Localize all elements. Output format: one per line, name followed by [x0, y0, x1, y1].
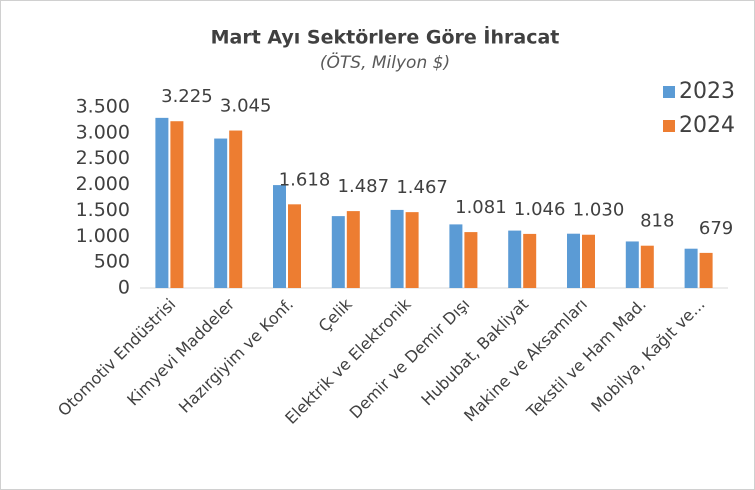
data-label: 1.081: [455, 197, 507, 218]
bar: [699, 252, 713, 288]
bar: [229, 130, 243, 288]
legend-swatch: [663, 86, 675, 98]
bar: [405, 212, 419, 288]
bar: [288, 204, 301, 288]
y-tick-label: 0: [118, 277, 130, 299]
y-tick-label: 2.500: [76, 147, 130, 169]
bar: [390, 209, 404, 288]
bar: [464, 232, 478, 288]
chart-title: Mart Ayı Sektörlere Göre İhracat: [211, 25, 560, 49]
bar: [449, 224, 463, 288]
data-label: 818: [640, 211, 674, 232]
bar: [214, 138, 228, 288]
data-label: 3.045: [220, 96, 272, 117]
data-label: 3.225: [161, 86, 213, 107]
bar: [523, 233, 537, 288]
bar: [170, 121, 184, 288]
y-tick-label: 3.500: [76, 96, 130, 118]
data-label: 1.030: [573, 200, 625, 221]
bar: [508, 230, 522, 288]
data-label: 1.618: [279, 169, 331, 190]
bar: [582, 234, 595, 288]
bar: [155, 117, 169, 288]
bar: [640, 245, 654, 288]
bar: [273, 185, 286, 288]
legend-label: 2024: [679, 113, 735, 138]
data-label: 1.467: [396, 177, 448, 198]
bar: [346, 211, 360, 288]
data-label: 1.487: [338, 176, 390, 197]
y-tick-label: 3.000: [76, 121, 130, 143]
bar: [331, 216, 345, 288]
y-tick-label: 500: [94, 251, 130, 273]
y-tick-label: 1.500: [76, 199, 130, 221]
bar: [684, 248, 698, 288]
data-label: 1.046: [514, 199, 566, 220]
chart-subtitle: (ÖTS, Milyon $): [320, 51, 450, 73]
y-tick-label: 2.000: [76, 173, 130, 195]
y-tick-label: 1.000: [76, 225, 130, 247]
legend-swatch: [663, 120, 675, 132]
legend-label: 2023: [679, 79, 735, 104]
bar: [567, 233, 580, 288]
bar: [625, 241, 639, 288]
data-label: 679: [699, 218, 733, 239]
